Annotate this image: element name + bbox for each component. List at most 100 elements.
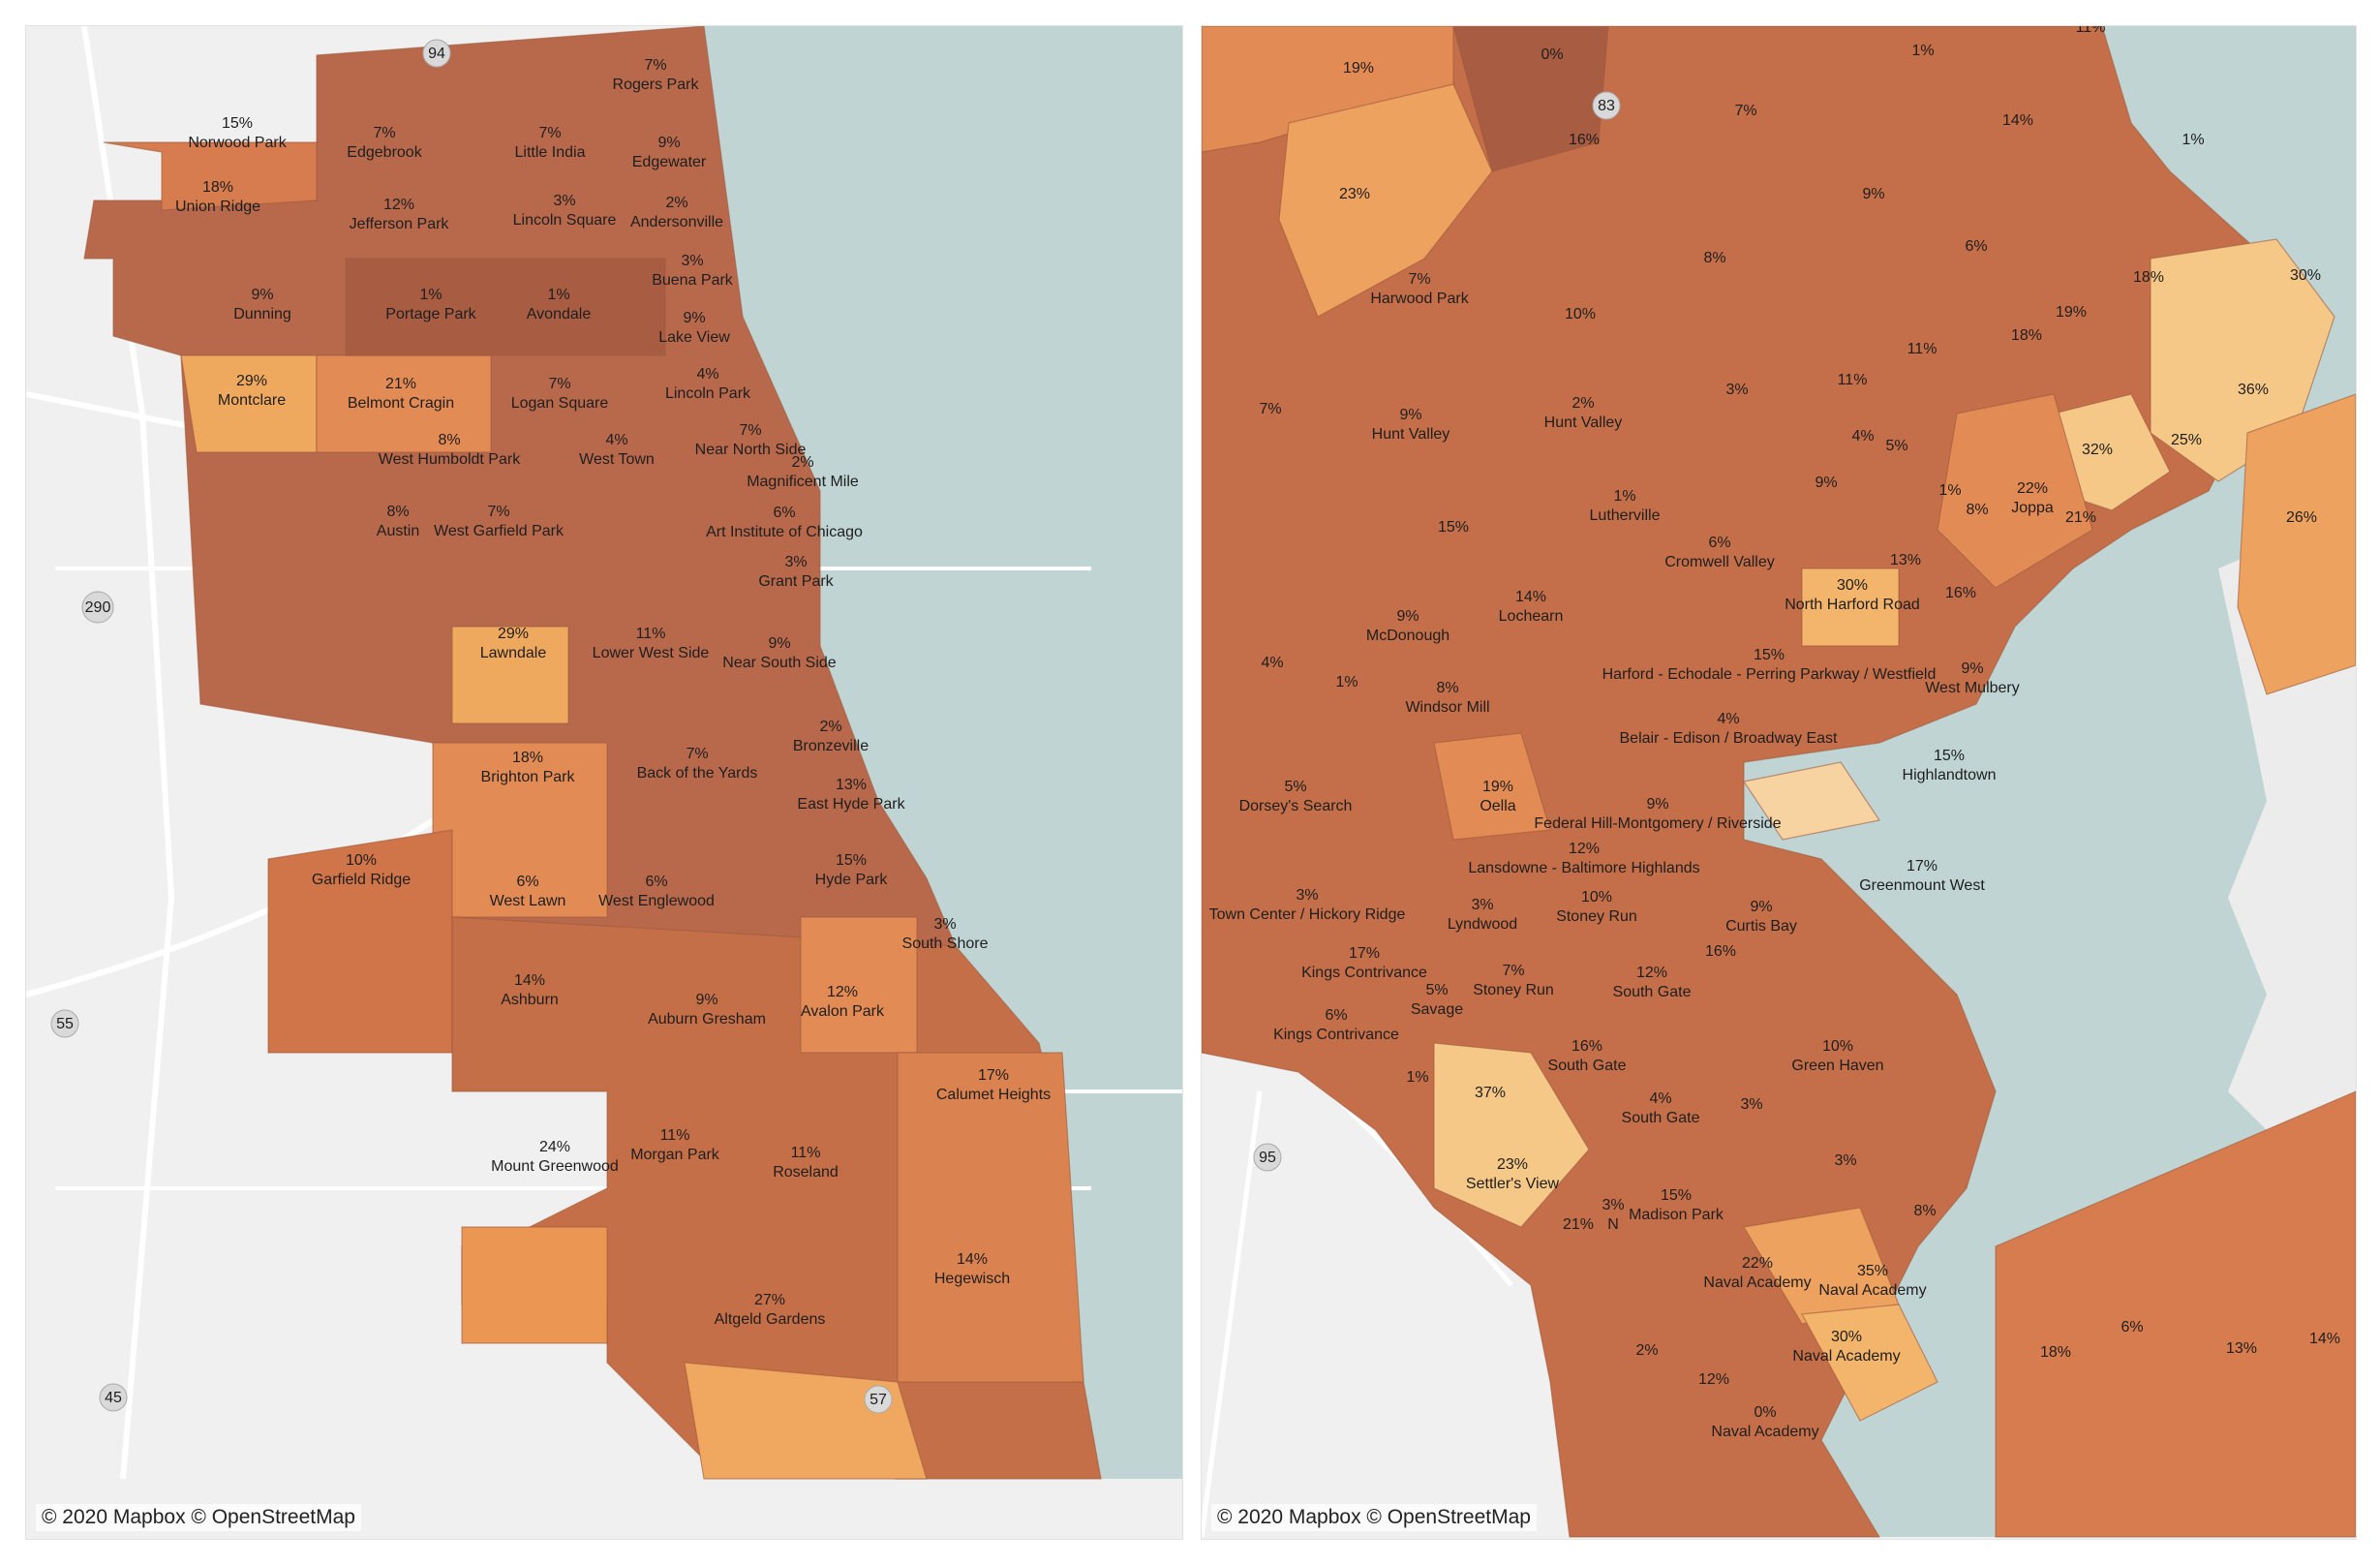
- region-26-pct[interactable]: [2237, 393, 2356, 695]
- baltimore-choropleth[interactable]: 83 95 11% 0% 1% 19% 7% 14% 16% 1% 23% 9% 6% 7% Harwo…: [1202, 26, 2356, 1539]
- region-value-label: 12%: [383, 197, 414, 213]
- region-value-label: 9%: [768, 635, 790, 652]
- baltimore-regions: [1202, 26, 2356, 1538]
- region-name-label: Hyde Park: [815, 872, 889, 888]
- region-name-label: Roseland: [773, 1164, 839, 1181]
- region-name-label: Hunt Valley: [1544, 414, 1623, 431]
- region-value-label: 19%: [1482, 779, 1513, 795]
- region-name-label: Lochearn: [1499, 608, 1564, 625]
- region-mount-greenwood[interactable]: [461, 1226, 608, 1344]
- region-name-label: Norwood Park: [188, 135, 287, 151]
- region-eastern-shore-counties[interactable]: [1995, 1090, 2356, 1538]
- region-value-label: 7%: [548, 376, 570, 392]
- region-name-label: Lincoln Square: [513, 212, 617, 229]
- region-value-label: 7%: [739, 422, 761, 439]
- region-naval-academy-south[interactable]: [1801, 1304, 1938, 1422]
- region-value-label: 9%: [1815, 475, 1837, 491]
- region-name-label: Lyndwood: [1448, 916, 1517, 933]
- region-value-label: 5%: [1425, 982, 1448, 998]
- region-value-label: 14%: [2002, 112, 2033, 129]
- region-name-label: Logan Square: [511, 395, 609, 412]
- highway-shield: 95: [1259, 1150, 1276, 1166]
- region-value-label: 1%: [1911, 43, 1934, 59]
- region-value-label: 13%: [2226, 1340, 2257, 1357]
- region-value-label: 36%: [2238, 382, 2269, 398]
- region-value-label: 3%: [1471, 897, 1493, 913]
- region-name-label: Hegewisch: [934, 1271, 1010, 1287]
- region-value-label: 6%: [1965, 238, 1987, 255]
- region-value-label: 6%: [2121, 1319, 2143, 1335]
- region-value-label: 3%: [1602, 1197, 1624, 1213]
- region-value-label: 4%: [1851, 428, 1874, 445]
- region-name-label: West Town: [579, 451, 655, 468]
- baltimore-region-labels: 11% 0% 1% 19% 7% 14% 16% 1% 23% 9% 6% 7% Harwood Par…: [1209, 26, 2340, 1440]
- chicago-map-panel[interactable]: 94 290 55 45 57 7% Rogers Park 15% Norwood …: [25, 25, 1183, 1540]
- region-name-label: West Garfield Park: [434, 523, 564, 539]
- region-value-label: 7%: [1408, 271, 1430, 288]
- region-value-label: 0%: [1541, 46, 1563, 63]
- highway-shield: 83: [1598, 98, 1615, 114]
- region-value-label: 12%: [1636, 965, 1667, 981]
- map-attribution[interactable]: © 2020 Mapbox © OpenStreetMap: [36, 1504, 361, 1531]
- highway-shield: 94: [428, 46, 445, 62]
- region-value-label: 4%: [1717, 711, 1739, 727]
- region-value-label: 8%: [1966, 502, 1988, 518]
- region-37-pct[interactable]: [1433, 1042, 1590, 1228]
- region-name-label: Dunning: [233, 306, 291, 322]
- region-value-label: 18%: [2133, 269, 2164, 286]
- region-harwood-north[interactable]: [1278, 83, 1493, 318]
- region-name-label: Austin: [377, 523, 419, 539]
- region-value-label: 9%: [1646, 796, 1668, 813]
- region-name-label: Lawndale: [480, 645, 547, 661]
- region-value-label: 17%: [978, 1067, 1009, 1084]
- region-name-label: Rogers Park: [613, 77, 700, 93]
- region-value-label: 23%: [1497, 1156, 1528, 1173]
- region-federal-hill[interactable]: [1743, 761, 1880, 841]
- region-oella[interactable]: [1433, 732, 1551, 841]
- region-value-label: 4%: [1261, 655, 1283, 671]
- chicago-choropleth[interactable]: 94 290 55 45 57 7% Rogers Park 15% Norwood …: [26, 26, 1182, 1539]
- map-attribution[interactable]: © 2020 Mapbox © OpenStreetMap: [1211, 1504, 1537, 1531]
- region-lawndale[interactable]: [451, 626, 569, 724]
- region-name-label: Montclare: [218, 392, 286, 409]
- region-value-label: 1%: [1406, 1069, 1428, 1086]
- region-name-label: Madison Park: [1629, 1207, 1724, 1223]
- chicago-regions: [83, 26, 1102, 1480]
- region-norwood[interactable]: [103, 141, 318, 211]
- region-name-label: Andersonville: [630, 214, 723, 230]
- region-value-label: 9%: [1396, 608, 1419, 625]
- region-name-label: Oella: [1480, 798, 1515, 814]
- region-value-label: 8%: [1703, 250, 1725, 266]
- region-name-label: Calumet Heights: [936, 1087, 1051, 1103]
- region-name-label: Ashburn: [501, 992, 559, 1008]
- region-altgeld-gardens[interactable]: [684, 1362, 928, 1480]
- region-value-label: 15%: [1661, 1187, 1692, 1204]
- region-name-label: Windsor Mill: [1405, 699, 1489, 716]
- region-name-label: West Lawn: [490, 893, 566, 909]
- region-calumet-hegewisch[interactable]: [897, 1052, 1084, 1383]
- baltimore-highway-shields: 83 95: [1253, 91, 1621, 1172]
- region-value-label: 1%: [547, 287, 569, 303]
- region-value-label: 3%: [1834, 1152, 1856, 1169]
- region-value-label: 11%: [636, 626, 666, 642]
- region-hyde-park[interactable]: [800, 916, 918, 1054]
- region-name-label: Mount Greenwood: [491, 1158, 619, 1175]
- region-name-label: West Englewood: [598, 893, 715, 909]
- baltimore-map-panel[interactable]: 83 95 11% 0% 1% 19% 7% 14% 16% 1% 23% 9% 6% 7% Harwo…: [1201, 25, 2357, 1540]
- region-zero-pct[interactable]: [1452, 26, 1609, 172]
- region-name-label: Curtis Bay: [1725, 918, 1797, 935]
- region-value-label: 30%: [1831, 1329, 1862, 1345]
- region-joppa[interactable]: [1937, 393, 2093, 589]
- region-name-label: Magnificent Mile: [747, 474, 859, 490]
- region-value-label: 3%: [1725, 382, 1748, 398]
- region-name-label: Grant Park: [758, 573, 834, 590]
- region-value-label: 3%: [1740, 1096, 1762, 1113]
- region-value-label: 9%: [1399, 407, 1421, 423]
- region-value-label: 8%: [438, 432, 460, 448]
- region-value-label: 19%: [1343, 60, 1374, 77]
- region-value-label: 7%: [538, 125, 561, 141]
- region-name-label: Little India: [515, 144, 586, 161]
- region-value-label: 21%: [385, 376, 416, 392]
- region-north-harford[interactable]: [1801, 568, 1900, 647]
- region-portage-avondale[interactable]: [345, 258, 666, 356]
